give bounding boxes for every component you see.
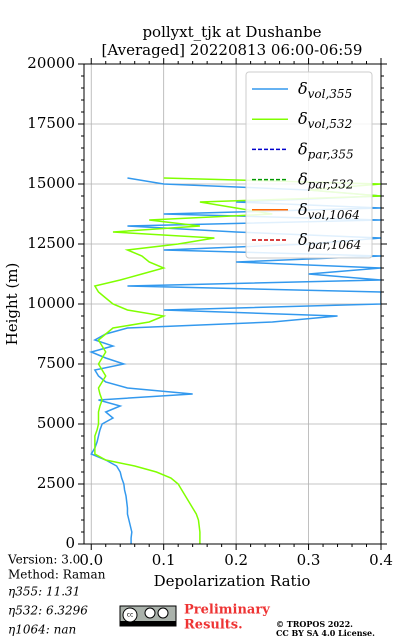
y-tick-label: 15000	[27, 174, 75, 192]
x-tick-label: 0.2	[224, 551, 248, 569]
legend-label: δvol,1064	[298, 199, 360, 221]
y-tick-label: 12500	[27, 234, 75, 252]
y-tick-label: 17500	[27, 114, 75, 132]
notice-text: Results.	[184, 618, 243, 633]
x-tick-label: 0.0	[79, 551, 103, 569]
plot-frame	[83, 63, 382, 545]
copyright-text: CC BY SA 4.0 License.	[276, 628, 375, 638]
x-axis-label: Depolarization Ratio	[154, 572, 311, 590]
y-tick-label: 0	[65, 534, 75, 552]
cc-badge: cc	[119, 605, 177, 627]
x-tick-label: 0.3	[297, 551, 321, 569]
info-text: Method: Raman	[8, 568, 106, 582]
y-tick-label: 10000	[27, 294, 75, 312]
legend-label: δpar,532	[298, 169, 354, 191]
data-line	[93, 177, 381, 544]
info-text: η355: 11.31	[8, 585, 80, 599]
y-tick-label: 20000	[27, 54, 75, 72]
chart-title: pollyxt_tjk at Dushanbe	[142, 23, 321, 41]
legend-label: δvol,532	[298, 109, 352, 131]
chart-subtitle: [Averaged] 20220813 06:00-06:59	[102, 41, 363, 59]
x-tick-label: 0.1	[152, 551, 176, 569]
y-tick-label: 5000	[37, 414, 75, 432]
legend-label: δvol,355	[298, 79, 352, 101]
info-text: η532: 6.3296	[8, 604, 88, 618]
info-text: η1064: nan	[8, 623, 76, 637]
legend-label: δpar,355	[298, 139, 354, 161]
x-tick-label: 0.4	[369, 551, 393, 569]
copyright-text: © TROPOS 2022.	[276, 619, 353, 629]
y-axis-label: Height (m)	[3, 263, 21, 346]
info-text: Version: 3.0	[7, 553, 80, 567]
notice-text: Preliminary	[184, 603, 270, 618]
legend-label: δpar,1064	[298, 230, 361, 252]
y-tick-label: 2500	[37, 474, 75, 492]
y-tick-label: 7500	[37, 354, 75, 372]
svg-text:cc: cc	[127, 612, 134, 619]
